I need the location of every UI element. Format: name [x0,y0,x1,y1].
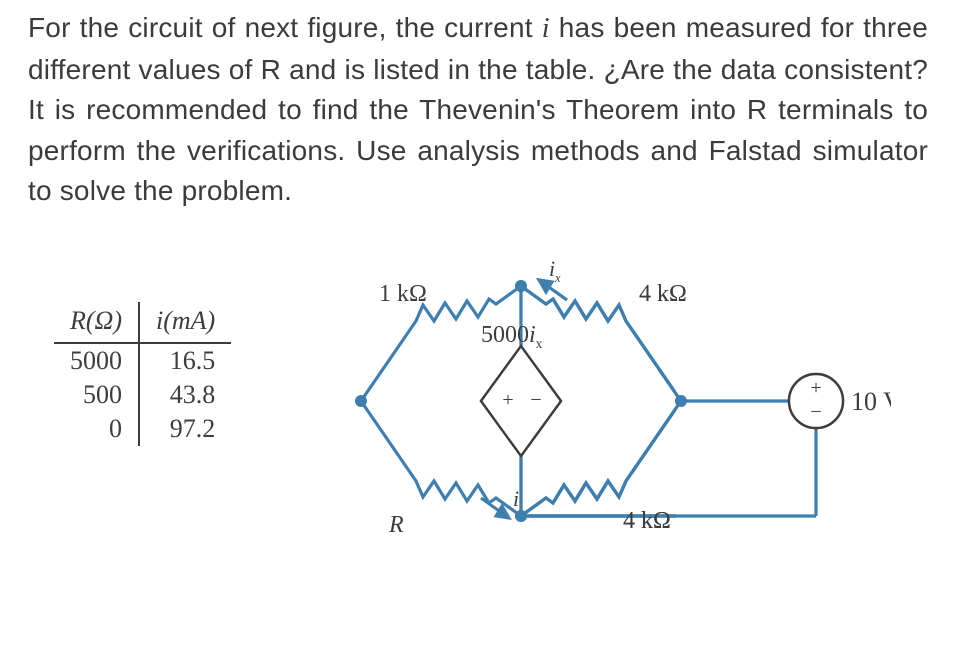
vsrc-plus2: + [811,377,822,399]
circuit-diagram: + − [231,246,928,576]
prompt-part1: For the circuit of next figure, the curr… [28,12,542,43]
col-header-i: i(mA) [139,302,231,343]
label-i: i [513,486,519,511]
table-row: 500 43.8 [54,378,231,412]
cell-i: 97.2 [139,412,231,446]
label-1k: 1 kΩ [379,281,427,307]
table-row: 5000 16.5 [54,343,231,378]
label-4k-top2: 4 kΩ [639,281,687,307]
label-10v2: 10 V [851,387,891,416]
voltage-source-overlay: + − [789,374,843,428]
ccvs-plus: + [503,389,514,411]
label-ccvs: 5000ix [481,322,543,351]
label-4k-bot2: 4 kΩ [623,508,671,534]
table-row: 0 97.2 [54,412,231,446]
cell-r: 500 [54,378,139,412]
vsrc-minus2: − [811,401,822,423]
ccvs-minus: − [531,389,542,411]
label-R: R [388,512,404,538]
col-header-r: R(Ω) [54,302,139,343]
cell-r: 5000 [54,343,139,378]
cell-i: 16.5 [139,343,231,378]
data-table: R(Ω) i(mA) 5000 16.5 500 43.8 0 [54,302,231,446]
cell-i: 43.8 [139,378,231,412]
prompt-i: i [542,13,550,44]
arrow-i [481,498,509,518]
problem-statement: For the circuit of next figure, the curr… [28,8,928,212]
cell-r: 0 [54,412,139,446]
